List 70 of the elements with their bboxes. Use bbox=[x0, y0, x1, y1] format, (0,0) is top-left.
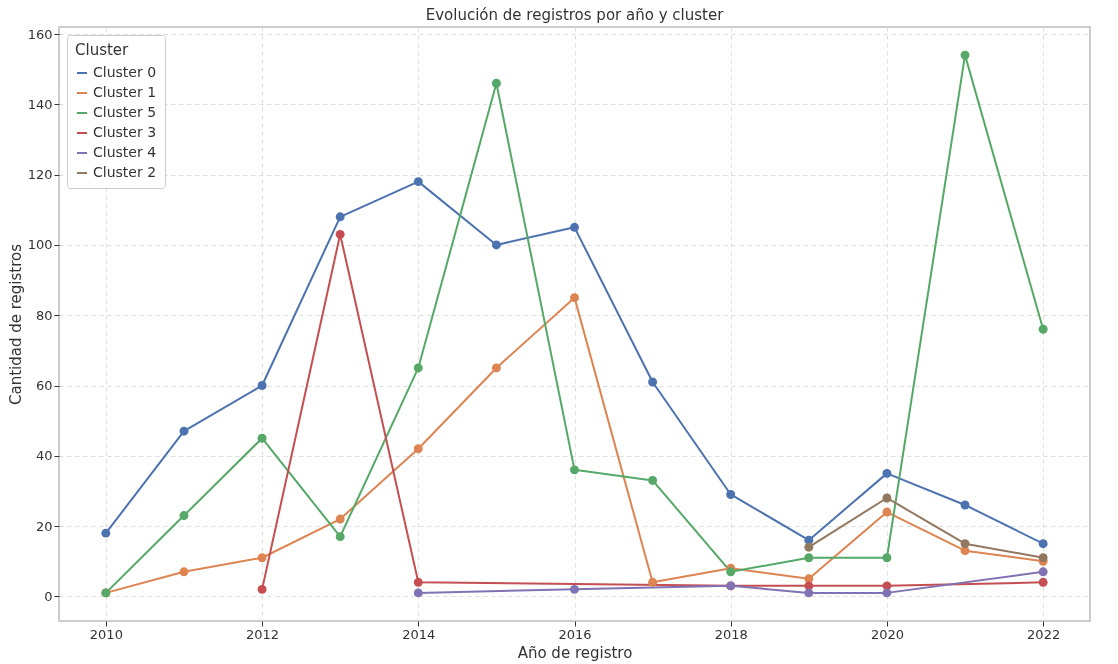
point bbox=[179, 511, 189, 521]
point bbox=[1038, 567, 1048, 577]
y-tick-label: 140 bbox=[27, 96, 53, 112]
x-tick-label: 2012 bbox=[246, 626, 280, 642]
point bbox=[882, 588, 892, 598]
point bbox=[882, 468, 892, 478]
point bbox=[413, 363, 423, 373]
point bbox=[257, 433, 267, 443]
x-tick-label: 2014 bbox=[402, 626, 436, 642]
point bbox=[413, 577, 423, 587]
point bbox=[960, 500, 970, 510]
chart-title: Evolución de registros por año y cluster bbox=[425, 6, 725, 24]
point bbox=[335, 532, 345, 542]
point bbox=[179, 426, 189, 436]
y-axis-title: Cantidad de registros bbox=[6, 243, 25, 406]
legend-title: Cluster bbox=[75, 41, 130, 59]
y-tick-label: 40 bbox=[35, 448, 53, 464]
point bbox=[726, 490, 736, 499]
point bbox=[491, 240, 501, 250]
point bbox=[648, 475, 658, 485]
legend-label: Cluster 2 bbox=[93, 164, 157, 180]
legend-label: Cluster 4 bbox=[93, 144, 157, 160]
point bbox=[179, 567, 189, 577]
point bbox=[570, 584, 579, 594]
point bbox=[804, 553, 814, 563]
point bbox=[570, 293, 579, 303]
point bbox=[257, 553, 267, 563]
point bbox=[882, 493, 892, 503]
y-tick-label: 160 bbox=[27, 26, 53, 42]
point bbox=[1038, 324, 1048, 334]
x-tick-label: 2018 bbox=[714, 626, 748, 642]
point bbox=[413, 444, 423, 454]
x-tick-label: 2020 bbox=[870, 626, 904, 642]
point bbox=[882, 553, 892, 563]
legend-label: Cluster 0 bbox=[93, 64, 157, 80]
point bbox=[413, 588, 423, 598]
point bbox=[648, 577, 658, 587]
point bbox=[257, 584, 267, 594]
point bbox=[491, 363, 501, 373]
y-tick-label: 80 bbox=[35, 307, 53, 323]
x-tick-label: 2010 bbox=[89, 626, 123, 642]
point bbox=[1038, 577, 1048, 587]
point bbox=[101, 528, 111, 538]
point bbox=[882, 507, 892, 517]
point bbox=[570, 465, 579, 475]
point bbox=[804, 542, 814, 552]
legend-label: Cluster 3 bbox=[93, 124, 157, 140]
point bbox=[413, 177, 423, 187]
point bbox=[491, 78, 501, 88]
point bbox=[726, 567, 736, 577]
point bbox=[335, 229, 345, 239]
point bbox=[1038, 539, 1048, 549]
y-tick-label: 60 bbox=[35, 378, 53, 394]
y-tick-label: 120 bbox=[27, 167, 53, 183]
legend-label: Cluster 5 bbox=[93, 104, 157, 120]
x-tick-label: 2016 bbox=[558, 626, 592, 642]
x-axis-title: Año de registro bbox=[517, 643, 633, 662]
point bbox=[257, 381, 267, 390]
y-tick-label: 100 bbox=[27, 237, 53, 253]
legend-label: Cluster 1 bbox=[93, 84, 157, 100]
point bbox=[570, 222, 579, 232]
point bbox=[648, 377, 658, 387]
y-tick-label: 0 bbox=[44, 588, 53, 604]
point bbox=[960, 539, 970, 549]
y-tick-label: 20 bbox=[35, 518, 53, 534]
point bbox=[960, 50, 970, 60]
point bbox=[335, 514, 345, 524]
point bbox=[335, 212, 345, 222]
point bbox=[804, 588, 814, 598]
x-tick-label: 2022 bbox=[1027, 626, 1061, 642]
